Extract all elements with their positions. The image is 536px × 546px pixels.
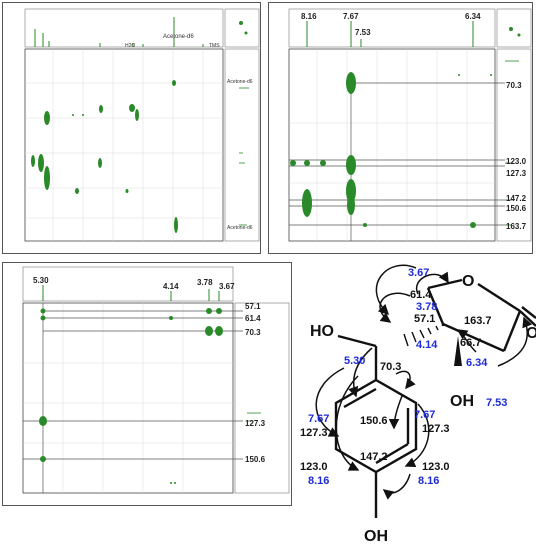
- carbon-shift-label: 123.0: [422, 461, 450, 473]
- panel2-right-label: 150.6: [506, 204, 527, 213]
- panel3-right-label: 57.1: [245, 302, 261, 311]
- panel2-right-label: 163.7: [506, 222, 527, 231]
- proton-shift-label: 7.67: [414, 409, 435, 421]
- atom-label: OH: [450, 393, 474, 410]
- proton-shift-label: 5.30: [344, 355, 365, 367]
- nmr-panel-3-plot: 5.30 4.14 3.78 3.67 57.1 61.4 70.3 127.3…: [22, 266, 290, 494]
- proton-shift-label: 8.16: [418, 475, 439, 487]
- panel1-top-label: H2O: [125, 43, 135, 49]
- carbon-shift-label: 70.3: [380, 361, 401, 373]
- proton-shift-label: 4.14: [416, 339, 438, 351]
- nmr-panel-2: 8.16 7.67 7.53 6.34 70.3 123.0 127.3 147…: [268, 2, 533, 254]
- panel3-right-label: 70.3: [245, 328, 261, 337]
- panel1-top-label: TMS: [209, 43, 220, 49]
- hmbc-arrows: [315, 264, 533, 500]
- wedge-bond: [454, 336, 462, 366]
- panel1-top-label: Acetone-d6: [163, 34, 194, 40]
- carbon-shift-label: 123.0: [300, 461, 328, 473]
- carbon-shift-label: 61.4: [410, 289, 432, 301]
- carbon-shift-label: 127.3: [422, 423, 450, 435]
- panel3-right-label: 150.6: [245, 455, 266, 464]
- atom-label: HO: [310, 323, 334, 340]
- lactone-ring: [426, 278, 536, 353]
- hash-bond: [403, 325, 439, 347]
- panel2-right-label: 70.3: [506, 81, 522, 90]
- panel2-top-label: 7.53: [355, 28, 371, 37]
- panel3-right-label: 61.4: [245, 314, 261, 323]
- panel2-right-label: 123.0: [506, 157, 527, 166]
- nmr-panel-1: Acetone-d6 H2O TMS Acetone-d6 Acetone-d6: [2, 2, 261, 254]
- proton-shift-label: 7.53: [486, 397, 507, 409]
- panel2-right-label: 127.3: [506, 169, 527, 178]
- panel3-top-label: 5.30: [33, 276, 49, 285]
- panel3-top-label: 3.67: [219, 282, 235, 291]
- panel2-right-label: 147.2: [506, 194, 527, 203]
- nmr-panel-2-plot: 8.16 7.67 7.53 6.34 70.3 123.0 127.3 147…: [288, 8, 532, 242]
- panel2-top-label: 6.34: [465, 12, 481, 21]
- atom-label: OH: [364, 528, 388, 545]
- carbon-shift-label: 57.1: [414, 313, 435, 325]
- panel2-top-label: 7.67: [343, 12, 359, 21]
- atom-label: O: [462, 273, 474, 290]
- panel1-right-label: Acetone-d6: [227, 79, 253, 85]
- panel3-top-label: 3.78: [197, 278, 213, 287]
- panel3-top-label: 4.14: [163, 282, 179, 291]
- atom-label: O: [526, 325, 536, 342]
- carbon-shift-label: 127.3: [300, 427, 328, 439]
- nmr-panel-1-plot: Acetone-d6 H2O TMS Acetone-d6 Acetone-d6: [24, 8, 260, 242]
- carbon-shift-label: 150.6: [360, 415, 388, 427]
- structure-diagram: O O HO OH OH 61.4 57.1 163.7 66.7 70.3 1…: [300, 264, 536, 545]
- carbon-shift-label: 66.7: [460, 337, 481, 349]
- benzene-ring: [334, 378, 418, 518]
- proton-shift-label: 3.67: [408, 267, 429, 279]
- proton-shift-label: 3.78: [416, 301, 437, 313]
- panel2-top-label: 8.16: [301, 12, 317, 21]
- proton-shift-label: 6.34: [466, 357, 488, 369]
- panel3-right-label: 127.3: [245, 419, 266, 428]
- nmr-panel-3: 5.30 4.14 3.78 3.67 57.1 61.4 70.3 127.3…: [2, 262, 292, 506]
- proton-shift-label: 7.67: [308, 413, 329, 425]
- carbon-shift-label: 163.7: [464, 315, 492, 327]
- carbon-shift-label: 147.2: [360, 451, 388, 463]
- proton-shift-label: 8.16: [308, 475, 329, 487]
- panel1-right-label: Acetone-d6: [227, 225, 253, 231]
